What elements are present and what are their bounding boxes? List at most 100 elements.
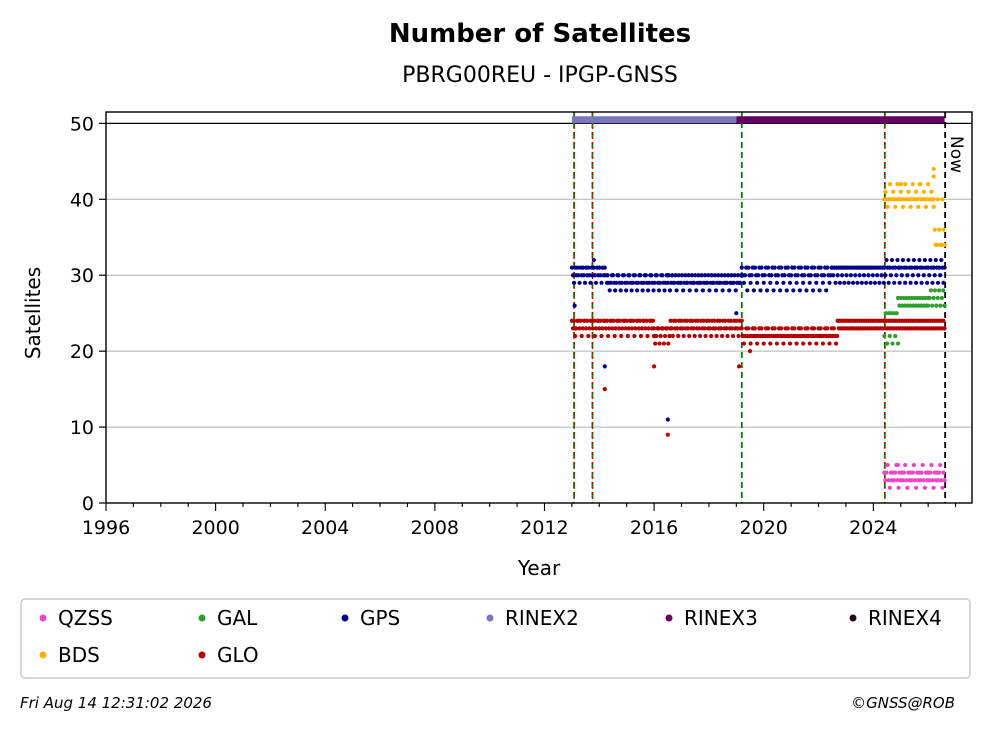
- data-point: [687, 333, 692, 339]
- data-point: [877, 280, 882, 285]
- data-point: [934, 303, 939, 308]
- data-point: [732, 273, 737, 278]
- data-point: [687, 288, 692, 293]
- data-point: [636, 280, 641, 285]
- data-point: [927, 295, 932, 301]
- data-point: [717, 318, 722, 323]
- data-point: [890, 189, 896, 194]
- data-point: [910, 182, 915, 187]
- data-point: [775, 273, 781, 278]
- data-point: [626, 326, 631, 331]
- data-point: [905, 273, 910, 278]
- data-point: [590, 326, 595, 331]
- data-point: [801, 341, 806, 346]
- data-point: [937, 227, 942, 232]
- data-point: [781, 341, 786, 346]
- data-point: [755, 341, 760, 346]
- data-point: [624, 318, 629, 323]
- data-point: [899, 273, 904, 278]
- data-point: [669, 326, 674, 331]
- data-point: [894, 311, 899, 316]
- data-point: [931, 174, 936, 179]
- data-point: [910, 470, 915, 475]
- data-point: [748, 280, 753, 285]
- data-point: [747, 349, 753, 354]
- data-point: [942, 265, 947, 270]
- data-point: [735, 273, 741, 278]
- data-point: [641, 280, 646, 285]
- data-point: [598, 318, 603, 323]
- data-point: [930, 478, 935, 483]
- data-point: [665, 326, 670, 331]
- data-point: [889, 257, 895, 263]
- data-point: [746, 265, 751, 270]
- data-point: [610, 273, 616, 278]
- data-point: [935, 478, 941, 483]
- plot-frame: [105, 111, 973, 504]
- data-point: [580, 265, 585, 270]
- data-point: [700, 288, 705, 293]
- y-axis-label: Satellites: [21, 267, 45, 359]
- data-point: [616, 326, 622, 331]
- data-point: [581, 273, 587, 278]
- data-point: [756, 273, 761, 278]
- data-point: [610, 326, 615, 331]
- data-point: [766, 326, 771, 331]
- data-point: [652, 280, 657, 285]
- data-point: [684, 318, 690, 323]
- data-point: [887, 182, 892, 187]
- data-point: [592, 273, 598, 278]
- data-point: [825, 326, 830, 331]
- data-point: [587, 273, 592, 278]
- data-point: [857, 273, 862, 278]
- data-point: [769, 273, 774, 278]
- data-point: [766, 265, 771, 270]
- data-point: [660, 273, 665, 278]
- data-point: [714, 333, 719, 339]
- data-point: [745, 288, 750, 293]
- data-point: [794, 341, 799, 346]
- data-point: [699, 273, 704, 278]
- x-tick-label: 2024: [849, 517, 897, 539]
- data-point: [602, 387, 607, 392]
- data-point: [679, 273, 685, 278]
- data-point: [930, 303, 935, 308]
- data-point: [591, 318, 596, 323]
- data-point: [695, 318, 701, 323]
- data-point: [884, 470, 889, 475]
- data-point: [895, 341, 901, 346]
- series-glo: [569, 318, 947, 437]
- data-point: [893, 265, 898, 270]
- data-point: [913, 280, 919, 285]
- x-tick-label: 2016: [630, 517, 678, 539]
- legend: QZSS GAL GPS RINEX2 RINEX3 RINEX4 BDS GLO: [39, 606, 942, 667]
- data-point: [593, 280, 599, 285]
- data-point: [888, 273, 893, 278]
- data-point: [630, 280, 635, 285]
- data-point: [931, 265, 936, 270]
- data-point: [935, 197, 941, 202]
- data-point: [931, 485, 936, 490]
- data-point: [638, 333, 644, 339]
- data-point: [702, 326, 707, 331]
- data-point: [881, 280, 886, 285]
- data-point: [904, 265, 909, 270]
- data-point: [761, 341, 766, 346]
- grid-lines: [106, 122, 972, 428]
- data-point: [906, 257, 911, 263]
- data-point: [716, 273, 721, 278]
- data-point: [923, 204, 929, 210]
- data-point: [792, 326, 797, 331]
- data-point: [755, 280, 760, 285]
- data-point: [807, 341, 812, 346]
- data-point: [940, 485, 945, 490]
- data-point: [733, 288, 738, 293]
- data-point: [667, 333, 672, 339]
- data-point: [868, 280, 873, 285]
- data-point: [591, 257, 596, 263]
- data-point: [861, 273, 867, 278]
- data-point: [713, 326, 718, 331]
- data-point: [897, 280, 902, 285]
- data-point: [812, 326, 817, 331]
- data-point: [768, 280, 773, 285]
